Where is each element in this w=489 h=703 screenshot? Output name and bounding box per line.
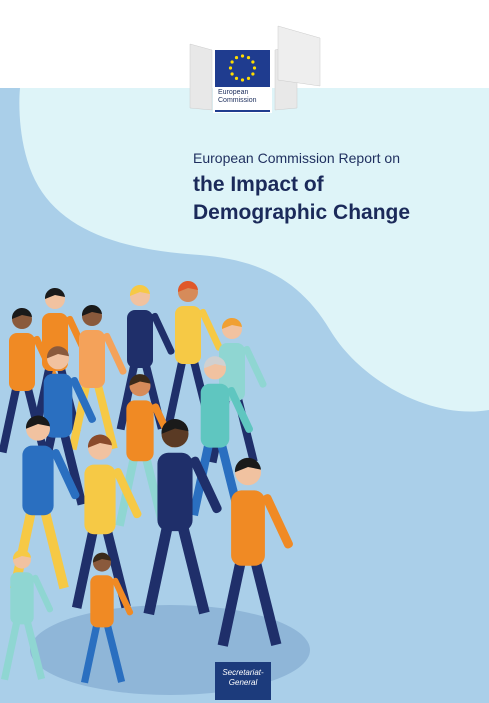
torso [9, 333, 35, 391]
arm [227, 386, 254, 433]
arm [190, 456, 222, 514]
torso [10, 572, 34, 625]
arm [51, 449, 80, 500]
arm [113, 468, 142, 519]
hair [221, 317, 242, 329]
logo-text: European Commission [218, 89, 257, 105]
leg [101, 524, 131, 609]
star [230, 72, 234, 76]
leg [249, 555, 282, 646]
leg [39, 505, 69, 590]
star [230, 60, 234, 64]
torso [43, 373, 73, 438]
logo-line: European [218, 89, 249, 96]
arm [103, 332, 127, 375]
hair [12, 549, 32, 560]
title-line: Demographic Change [193, 201, 411, 224]
leg [102, 620, 126, 683]
hair [234, 457, 261, 473]
star [246, 56, 251, 60]
torso [175, 306, 201, 364]
arm [32, 574, 54, 613]
leg [0, 617, 22, 681]
arm [243, 345, 267, 388]
flag-stars [228, 54, 257, 82]
title: the Impact of Demographic Change [193, 171, 410, 227]
person [0, 549, 54, 681]
light-blob [19, 88, 489, 412]
title-line: the Impact of [193, 173, 324, 196]
torso [157, 452, 193, 532]
star [252, 66, 257, 70]
footer-line: General [228, 678, 258, 687]
arm [151, 312, 175, 355]
person [68, 304, 127, 451]
torso [231, 490, 265, 566]
logo-building [189, 25, 321, 111]
person [217, 457, 293, 647]
leg [9, 505, 37, 590]
logo-line: Commission [218, 97, 257, 104]
torso [127, 310, 153, 368]
leg [164, 356, 188, 427]
star [240, 78, 245, 82]
hair [129, 284, 150, 296]
leg [22, 617, 46, 680]
person [143, 418, 222, 616]
leg [92, 379, 118, 450]
arm [262, 494, 293, 549]
torso [200, 383, 230, 448]
leg [80, 620, 102, 684]
star [240, 54, 245, 58]
hair [203, 356, 226, 369]
leg [0, 383, 22, 454]
footer-line: Secretariat- [222, 668, 264, 677]
hair [46, 346, 69, 359]
arm [70, 376, 97, 423]
hair [11, 307, 32, 319]
torso [90, 575, 114, 628]
leg [217, 555, 247, 647]
person [80, 552, 134, 684]
star [234, 56, 239, 60]
hair [92, 552, 111, 563]
hair [87, 434, 112, 448]
star [246, 76, 251, 80]
torso [84, 464, 116, 535]
star [234, 76, 239, 80]
star [251, 60, 255, 64]
footer-badge: Secretariat- General [215, 662, 271, 700]
leg [59, 428, 87, 506]
hair [177, 280, 198, 292]
torso [126, 400, 154, 462]
hair [81, 304, 102, 316]
arm [199, 308, 223, 351]
torso [79, 330, 105, 388]
crowd-illustration [0, 280, 293, 684]
hair [161, 418, 189, 434]
logo-rule [215, 110, 270, 112]
star [228, 66, 233, 70]
hair [44, 287, 65, 299]
torso [22, 445, 54, 516]
leg [176, 520, 210, 615]
arm [112, 577, 134, 616]
subtitle: European Commission Report on [193, 150, 400, 166]
person [71, 434, 142, 609]
leg [71, 524, 99, 609]
star [251, 72, 255, 76]
hair [25, 415, 50, 429]
hair [129, 374, 151, 386]
leg [143, 520, 174, 616]
person [9, 415, 80, 590]
